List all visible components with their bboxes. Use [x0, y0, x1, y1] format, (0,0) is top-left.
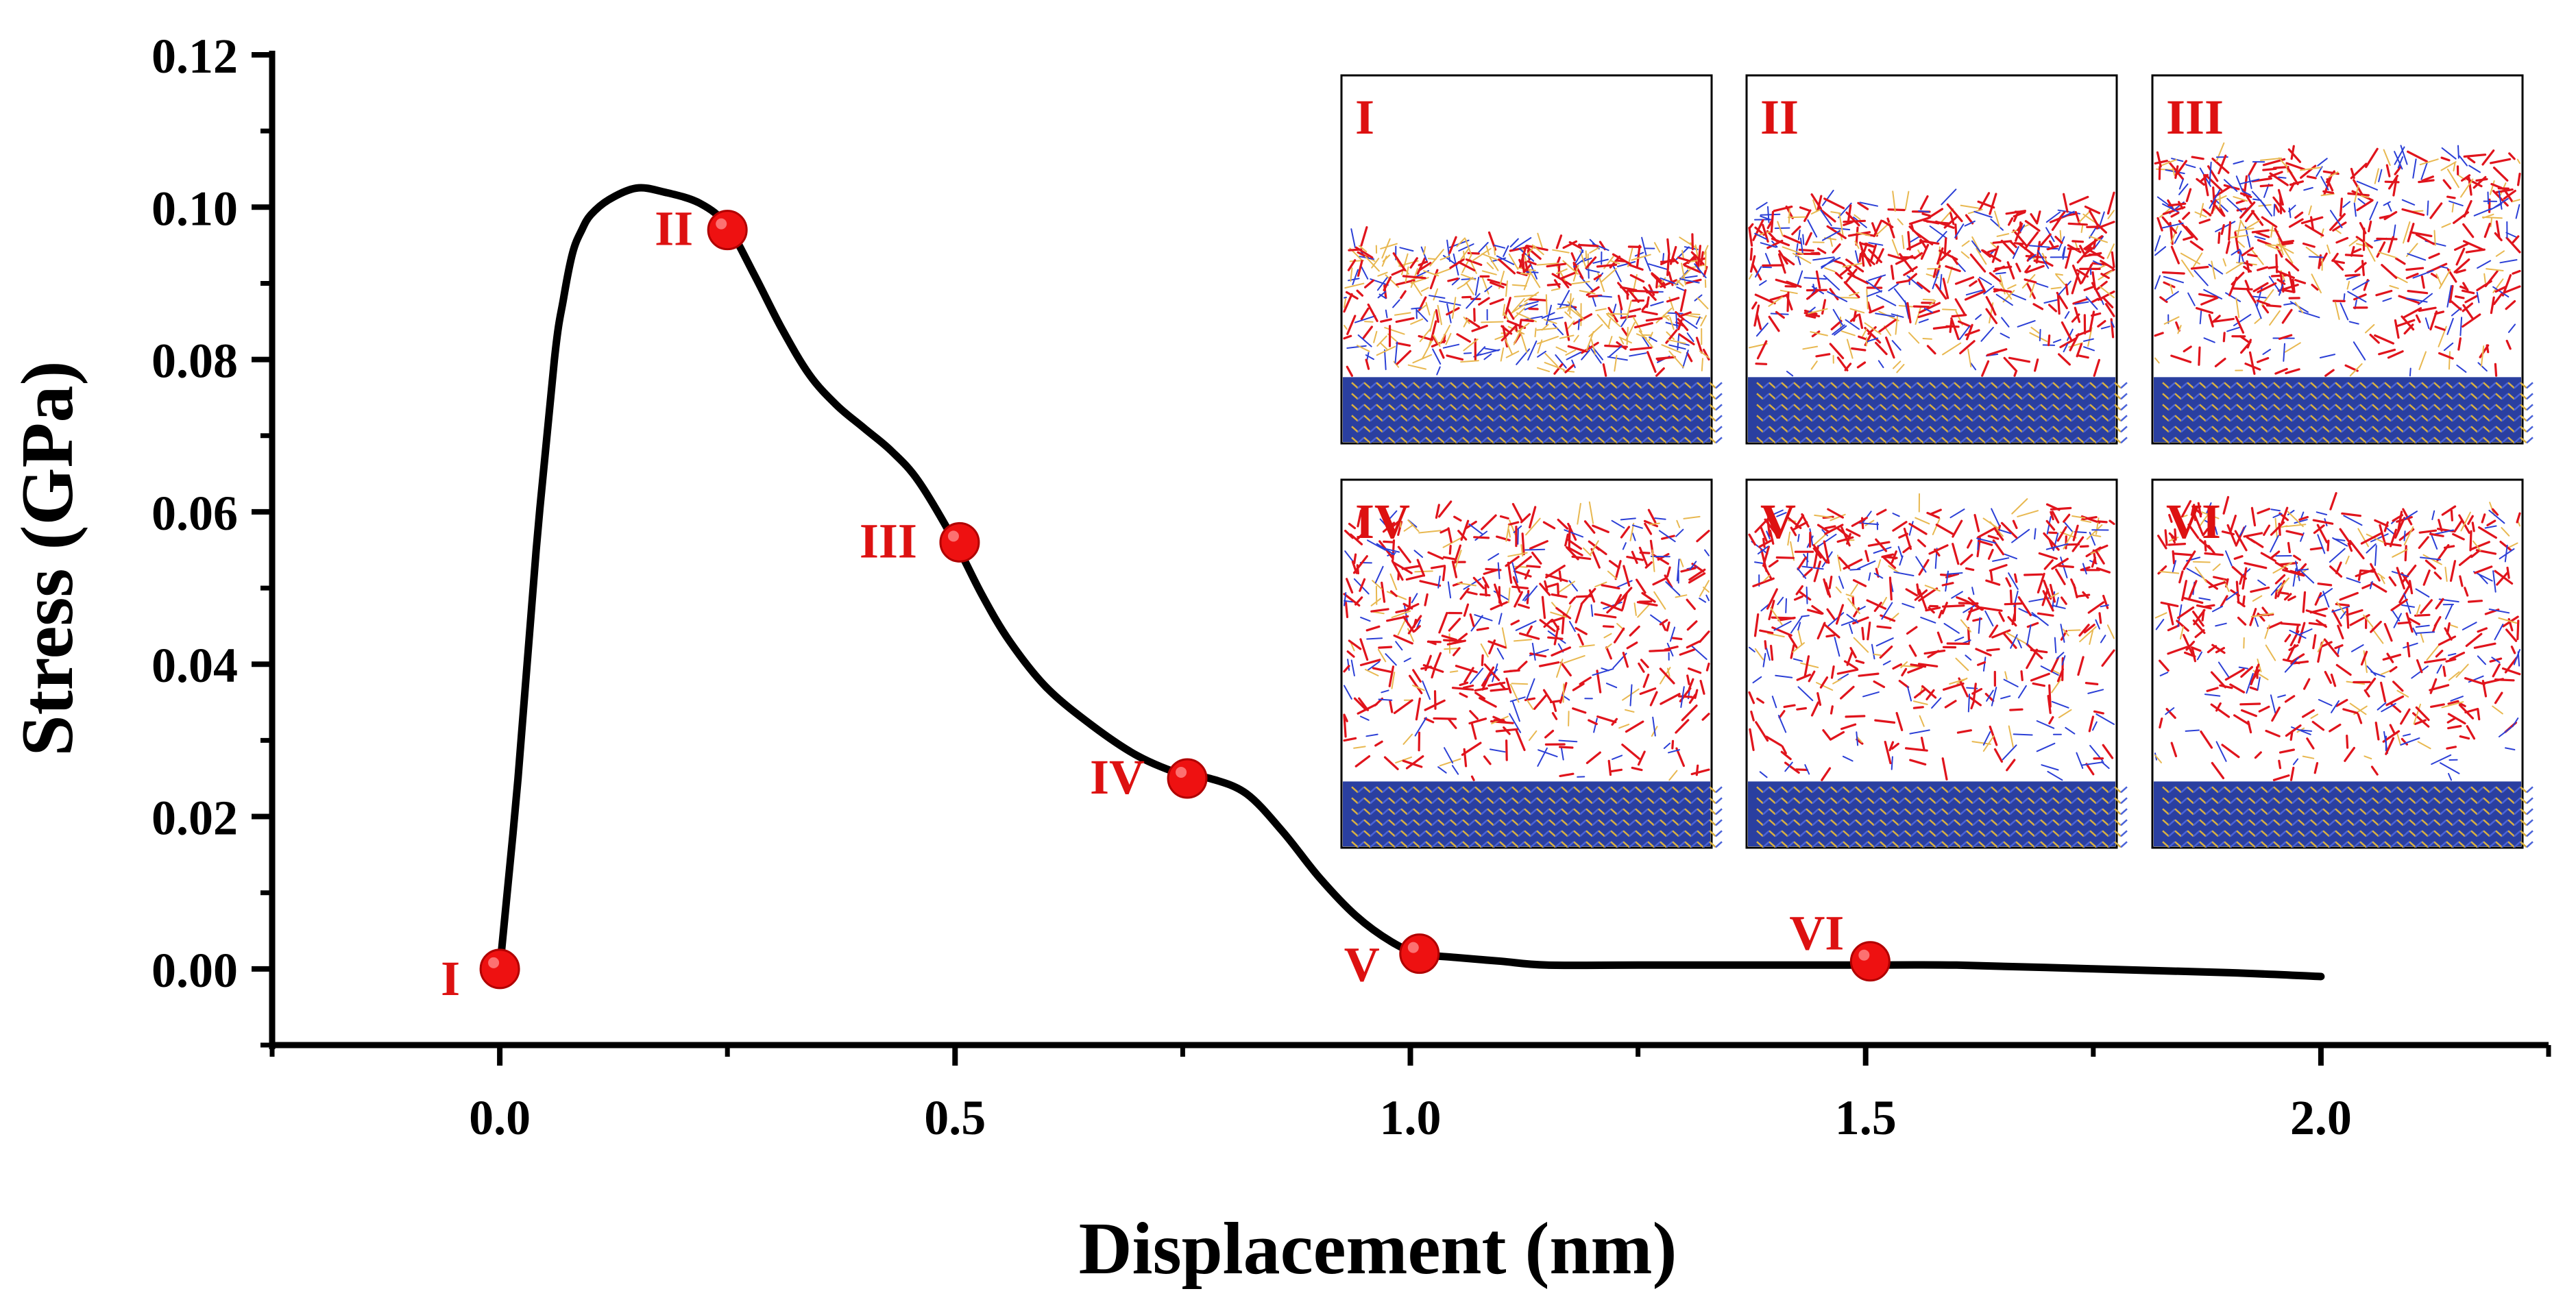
marker-highlight: [1858, 949, 1870, 961]
substrate-block: [1343, 377, 1710, 442]
stage-label-vi: VI: [1789, 906, 1844, 961]
y-tick-label: 0.12: [151, 29, 238, 84]
axes: 0.00 0.02 0.04 0.06 0.08 0.10 0.12 0.0 0.5 1.0 1.5…: [151, 29, 2551, 1145]
substrate-block: [2154, 781, 2521, 846]
molecular-network: [2154, 491, 2521, 781]
stage-marker-iv: [1167, 758, 1208, 799]
substrate-lattice: [1351, 786, 1723, 848]
y-tick-label: 0.10: [151, 181, 238, 236]
marker-highlight: [1407, 942, 1419, 953]
inset-panel-vi: VI: [2151, 478, 2534, 849]
y-tick-label: 0.02: [151, 791, 238, 846]
molecular-network: [1343, 500, 1710, 781]
inset-label-iv: IV: [1355, 494, 1410, 549]
inset-label-v: V: [1760, 494, 1796, 549]
x-axis-label: Displacement (nm): [1079, 1208, 1677, 1290]
y-axis-label: Stress (GPa): [7, 361, 88, 757]
stage-marker-ii: [707, 210, 748, 251]
y-tick-label: 0.04: [151, 638, 238, 693]
molecular-network: [2154, 142, 2521, 377]
molecular-network: [1748, 493, 2115, 781]
x-tick-label: 2.0: [2290, 1090, 2352, 1145]
x-tick-label: 0.5: [924, 1090, 986, 1145]
substrate-block: [1748, 781, 2115, 846]
inset-panel-iv: IV: [1340, 478, 1723, 849]
x-tick-label: 0.0: [469, 1090, 531, 1145]
substrate-lattice: [1756, 382, 2128, 444]
stage-label-iii: III: [860, 513, 917, 568]
stage-marker-vi: [1849, 941, 1891, 982]
marker-highlight: [1176, 766, 1187, 778]
inset-label-vi: VI: [2166, 494, 2221, 549]
x-tick-label: 1.5: [1835, 1090, 1897, 1145]
inset-panel-iii: III: [2151, 74, 2534, 445]
inset-panel-ii: II: [1745, 74, 2128, 445]
substrate-lattice: [2162, 382, 2534, 444]
stress-curve: [496, 184, 2325, 981]
inset-panel-v: V: [1745, 478, 2128, 849]
substrate-lattice: [2162, 786, 2534, 848]
substrate-block: [1343, 781, 1710, 846]
molecular-network: [1343, 226, 1710, 377]
inset-label-i: I: [1355, 90, 1374, 145]
marker-highlight: [947, 530, 959, 542]
marker-highlight: [488, 957, 500, 968]
stage-label-v: V: [1344, 937, 1380, 992]
substrate-block: [1748, 377, 2115, 442]
inset-label-ii: II: [1760, 90, 1799, 145]
stage-label-i: I: [441, 951, 460, 1006]
substrate-lattice: [1756, 786, 2128, 848]
y-tick-label: 0.06: [151, 486, 238, 541]
inset-panel-i: I: [1340, 74, 1723, 445]
stage-marker-iii: [939, 522, 980, 563]
x-tick-label: 1.0: [1380, 1090, 1442, 1145]
stage-label-ii: II: [655, 201, 693, 256]
y-tick-label: 0.00: [151, 943, 238, 998]
y-tick-label: 0.08: [151, 334, 238, 389]
substrate-block: [2154, 377, 2521, 442]
molecular-network: [1748, 188, 2115, 377]
stage-marker-v: [1399, 933, 1440, 974]
substrate-lattice: [1351, 382, 1723, 444]
inset-label-iii: III: [2166, 90, 2224, 145]
stage-marker-i: [479, 948, 520, 990]
stage-label-iv: IV: [1090, 750, 1145, 805]
marker-highlight: [716, 218, 727, 230]
